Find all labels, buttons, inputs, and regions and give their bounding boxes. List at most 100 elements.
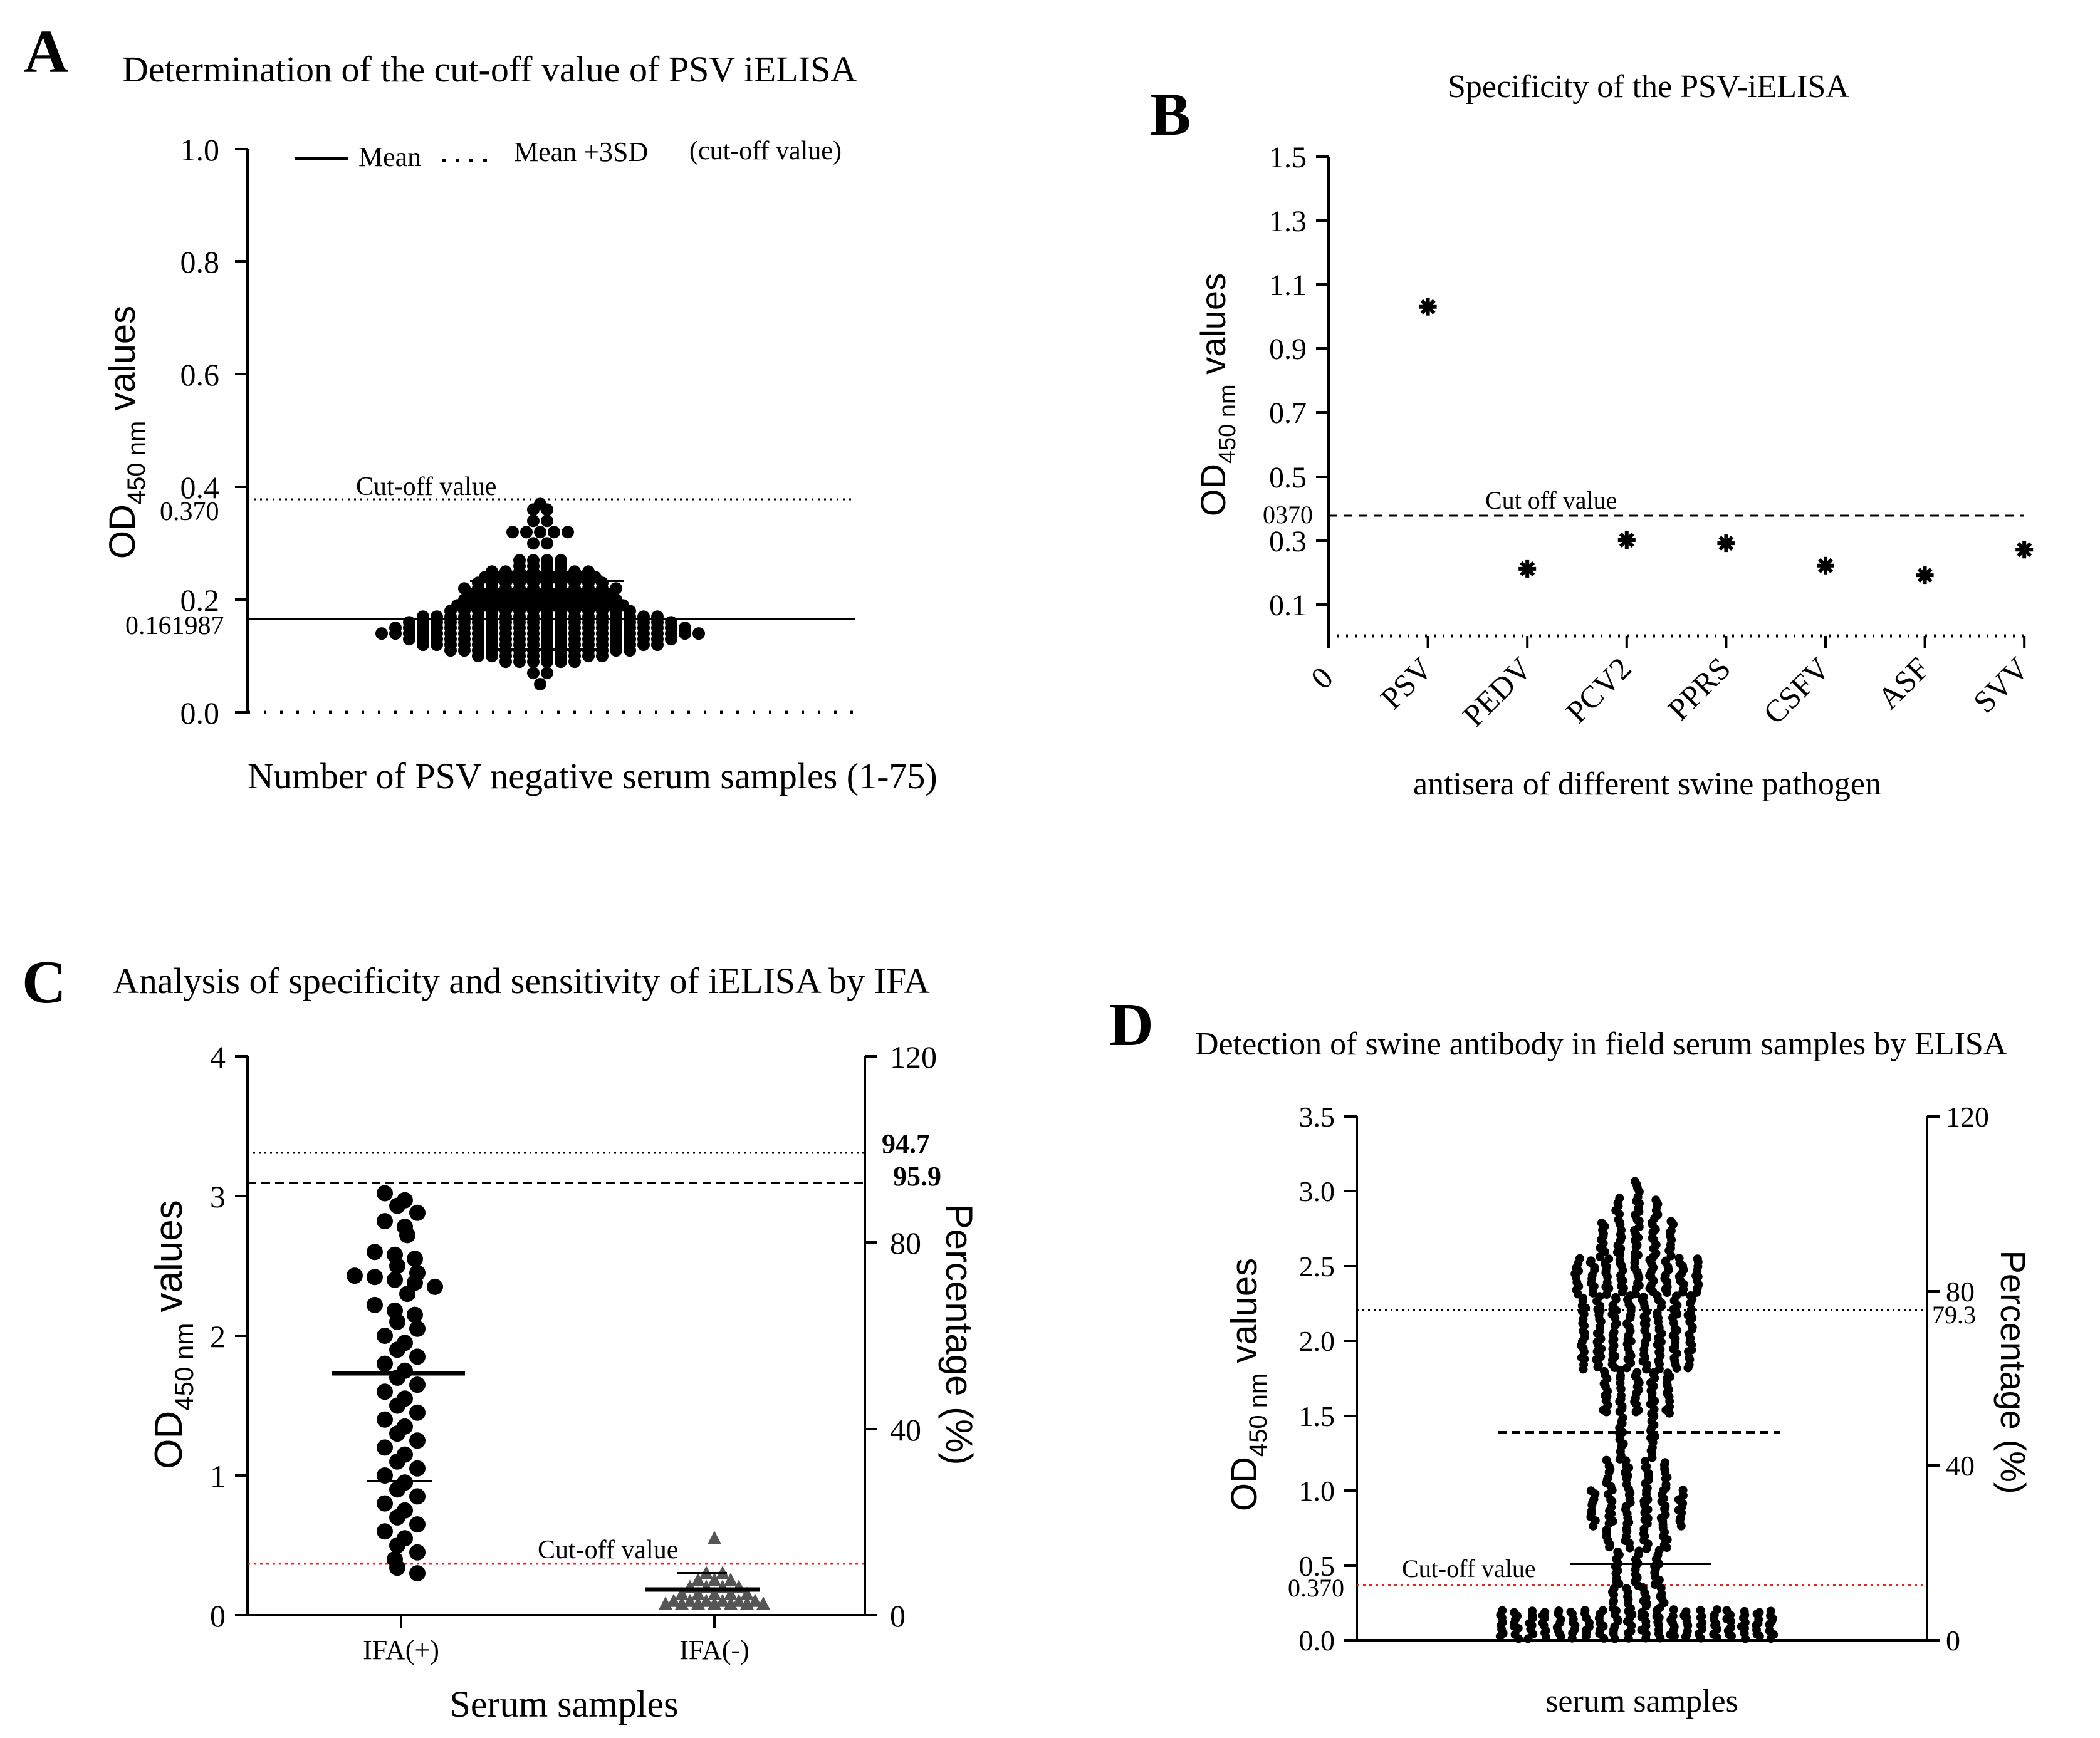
panel-d-yticks-right	[1927, 1115, 1940, 1642]
data-point	[541, 503, 553, 516]
data-point	[527, 655, 540, 669]
xtick-label: CSFV	[1757, 650, 1837, 731]
data-point	[431, 638, 443, 652]
data-point	[1617, 531, 1636, 549]
panel-c-ytick-label: 1	[210, 1459, 226, 1494]
panel-d-ytick-label: 0.5	[1299, 1550, 1335, 1582]
panel-c-ytick-label: 2	[210, 1319, 226, 1354]
panel-b-ytick-label: 0.7	[1269, 397, 1307, 430]
data-point	[520, 526, 533, 539]
data-point	[1696, 1606, 1705, 1615]
panel-c-ytick-label-right: 40	[890, 1412, 921, 1447]
data-point	[444, 644, 457, 657]
data-point	[756, 1596, 770, 1610]
panel-b-ytick-label: 1.1	[1269, 269, 1307, 302]
data-point	[403, 633, 415, 646]
data-point	[389, 1397, 405, 1414]
data-point	[389, 1537, 405, 1554]
data-point	[708, 1531, 721, 1544]
data-point	[582, 650, 595, 663]
panel-a-ytick-label: 0.8	[180, 244, 220, 279]
data-point	[665, 633, 677, 646]
data-point	[1566, 1607, 1575, 1616]
data-point	[1653, 1308, 1662, 1318]
data-point	[1580, 1606, 1590, 1615]
data-point	[732, 1593, 746, 1607]
data-point	[708, 1573, 721, 1586]
data-point	[409, 1404, 426, 1421]
xtick-label: PCV2	[1559, 650, 1638, 729]
data-point	[458, 644, 471, 657]
data-point	[427, 1278, 443, 1295]
panel-d-title: Detection of swine antibody in field ser…	[1195, 1026, 2007, 1062]
data-point	[377, 1439, 393, 1456]
data-point	[377, 1355, 393, 1372]
data-point	[1554, 1606, 1564, 1615]
panel-c-pct-label: 94.7	[882, 1128, 930, 1159]
data-point	[1598, 1606, 1607, 1615]
data-point	[367, 1244, 383, 1261]
data-point	[409, 1488, 426, 1505]
panel-b-x-zero-label: 0	[1304, 660, 1340, 695]
panel-a-ytick-label: 0.6	[180, 357, 220, 392]
data-point	[1597, 1219, 1606, 1228]
data-point	[377, 1467, 393, 1484]
data-point	[409, 1348, 426, 1365]
data-point	[1498, 1606, 1507, 1615]
panel-d-y-axis-title-right: Percentage (%)	[1993, 1250, 2033, 1494]
panel-a-y-axis-title: OD450 nm values	[102, 306, 150, 559]
data-point	[1663, 1368, 1673, 1378]
panel-a-letter: A	[24, 18, 68, 86]
panel-c-yticks-left	[235, 1055, 248, 1616]
data-point	[1586, 1486, 1596, 1496]
panel-d-ytick-label: 1.0	[1299, 1475, 1335, 1507]
panel-b-data-points	[1419, 298, 2034, 585]
data-point	[389, 1313, 405, 1330]
data-point	[389, 1509, 405, 1526]
panel-c-ytick-label-right: 120	[890, 1039, 937, 1075]
panel-b-ytick-label: 0.9	[1269, 333, 1307, 366]
data-point	[389, 627, 402, 640]
panel-d-ytick-label: 2.5	[1299, 1251, 1335, 1283]
data-point	[659, 1596, 672, 1610]
ylabel-main: OD	[102, 504, 143, 559]
data-point	[472, 650, 484, 663]
data-point	[1765, 1626, 1774, 1636]
xtick-label: PPRS	[1661, 650, 1737, 727]
data-point	[1672, 1291, 1681, 1301]
data-point	[375, 627, 388, 640]
data-point	[1634, 1546, 1644, 1556]
data-point	[1638, 1608, 1647, 1617]
data-point	[1678, 1486, 1688, 1495]
data-point	[679, 627, 691, 640]
data-point	[716, 1593, 729, 1607]
data-point	[409, 1432, 426, 1449]
panel-c-cutoff-text: Cut-off value	[538, 1536, 678, 1564]
panel-a-yticks	[235, 148, 248, 714]
data-point	[409, 1320, 426, 1337]
data-point	[748, 1593, 762, 1607]
panel-b-ytick-label: 0.1	[1269, 589, 1307, 622]
data-point	[377, 1213, 393, 1230]
panel-d-y-axis-title: OD450 nm values	[1224, 1258, 1272, 1511]
panel-d-cutoff-text: Cut-off value	[1402, 1554, 1536, 1583]
data-point	[596, 650, 609, 663]
data-point	[1651, 1195, 1661, 1205]
data-point	[417, 638, 429, 652]
data-point	[409, 1544, 426, 1561]
panel-d-x-axis-title: serum samples	[1545, 1683, 1738, 1719]
panel-c-xtick-label: IFA(-)	[679, 1635, 750, 1665]
panel-b-title: Specificity of the PSV-iELISA	[1448, 69, 1849, 105]
data-point	[651, 638, 664, 652]
data-point	[1654, 1546, 1664, 1555]
data-point	[1575, 1254, 1584, 1263]
panel-d-ytick-label-right: 80	[1946, 1276, 1975, 1308]
data-point	[389, 1425, 405, 1442]
data-point	[1586, 1256, 1596, 1266]
data-point	[541, 537, 553, 550]
panel-a-ytick-label: 0.2	[180, 583, 220, 618]
data-point	[708, 1596, 721, 1610]
panel-a-mean-value: 0.161987	[125, 611, 224, 640]
data-point	[541, 514, 553, 528]
